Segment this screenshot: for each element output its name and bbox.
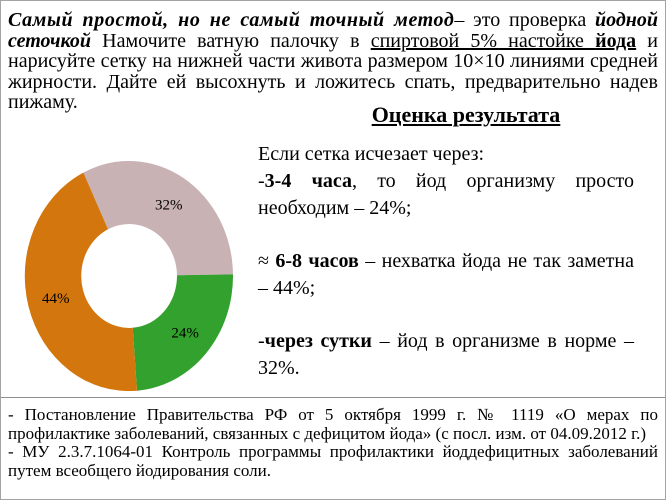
references: - Постановление Правительства РФ от 5 ок…	[8, 405, 658, 480]
intro-paragraph: Самый простой, но не самый точный метод–…	[8, 10, 658, 113]
result-item-rest: , то йод организму просто необходим – 24…	[258, 170, 634, 219]
donut-label-32: 32%	[155, 198, 183, 214]
section-heading-text: Оценка результата	[371, 102, 561, 127]
donut-label-24: 24%	[171, 326, 199, 342]
result-item-3: -через сутки – йод в организме в норме –…	[258, 328, 634, 382]
donut-segment-32	[83, 160, 234, 276]
result-item-bold: 3-4 часа	[264, 170, 352, 192]
result-item-rest: – йод в организме в норме – 32%.	[258, 330, 634, 379]
donut-segment-44	[24, 172, 137, 392]
results-lead: Если сетка исчезает через:	[258, 143, 485, 165]
result-item-prefix: -	[258, 170, 265, 192]
result-item-bold: 6-8 часов	[275, 250, 359, 272]
divider-line	[1, 397, 665, 398]
donut-label-44: 44%	[42, 291, 70, 307]
section-heading: Оценка результата	[296, 102, 636, 128]
intro-text: – это проверка	[454, 9, 595, 31]
reference-item-2: - МУ 2.3.7.1064-01 Контроль программы пр…	[8, 442, 658, 480]
intro-text: Намочите ватную палочку в	[91, 29, 371, 52]
reference-item-1: - Постановление Правительства РФ от 5 ок…	[8, 405, 658, 443]
donut-chart: 32% 24% 44%	[24, 160, 234, 392]
results-text: Если сетка исчезает через: -3-4 часа, то…	[258, 141, 634, 382]
intro-method-phrase: Самый простой, но не самый точный метод	[8, 9, 455, 31]
intro-iodine-grid-phrase: йодной сеточкой	[8, 9, 658, 52]
result-item-1: -3-4 часа, то йод организму просто необх…	[258, 168, 634, 222]
result-item-2: ≈ 6-8 часов – нехватка йода не так замет…	[258, 248, 634, 302]
result-item-bold: через сутки	[264, 330, 372, 352]
intro-tincture-phrase: спиртовой 5% настойке	[370, 29, 596, 52]
donut-segment-24	[132, 274, 234, 391]
result-item-prefix: ≈	[258, 250, 276, 272]
intro-text: и нарисуйте сетку на нижней части живота…	[8, 29, 659, 113]
intro-iodine-word: йода	[595, 29, 637, 52]
result-item-prefix: -	[258, 330, 265, 352]
result-item-rest: – нехватка йода не так заметна – 44%;	[258, 250, 634, 299]
